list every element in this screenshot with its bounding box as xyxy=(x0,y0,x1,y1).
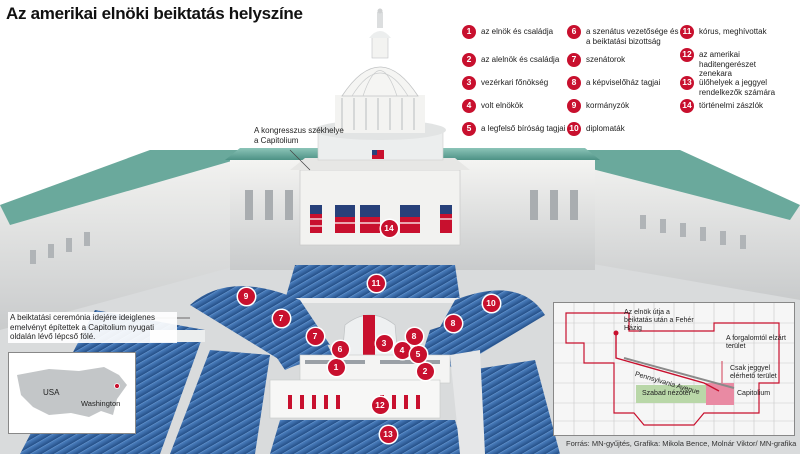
usa-inset-map: USA Washington xyxy=(8,352,136,434)
legend-label: a képviselőház tagjai xyxy=(586,78,661,87)
ticket-seats-left-2 xyxy=(170,350,270,454)
marker-3: 3 xyxy=(375,334,393,352)
marker-10: 10 xyxy=(482,294,500,312)
legend-number: 4 xyxy=(462,99,476,113)
marker-7b: 7 xyxy=(272,309,290,327)
legend-number: 11 xyxy=(680,25,694,39)
marker-7a: 7 xyxy=(306,327,324,345)
legend-number: 7 xyxy=(567,53,581,67)
legend-number: 1 xyxy=(462,25,476,39)
marker-5: 5 xyxy=(409,345,427,363)
marker-9: 9 xyxy=(237,287,255,305)
marker-4: 4 xyxy=(393,341,411,359)
street-grid xyxy=(554,303,794,435)
capitol-callout: A kongresszus székhelye a Capitolium xyxy=(254,126,344,145)
legend-label: volt elnökök xyxy=(481,101,524,110)
legend-label: vezérkari főnökség xyxy=(481,78,549,87)
legend-number: 6 xyxy=(567,25,581,39)
legend-item: 11 kórus, meghívottak xyxy=(680,25,767,39)
page-title: Az amerikai elnöki beiktatás helyszíne xyxy=(6,4,303,23)
legend-number: 14 xyxy=(680,99,694,113)
legend-label: a legfelső bíróság tagjai xyxy=(481,124,566,133)
marker-12: 12 xyxy=(371,396,389,414)
legend-item: 1 az elnök és családja xyxy=(462,25,554,39)
legend-label: kormányzók xyxy=(586,101,630,110)
source-credit: Forrás: MN-gyűjtés, Grafika: Mikola Benc… xyxy=(566,439,797,448)
legend-item: 7 szenátorok xyxy=(567,53,626,67)
legend-label: az amerikai haditengerészet zenekara xyxy=(699,50,756,78)
usa-label: USA xyxy=(43,388,60,397)
pennsylvania-avenue xyxy=(623,357,735,389)
ticket-seats-center xyxy=(270,420,465,454)
marker-1: 1 xyxy=(327,358,345,376)
legend-number: 5 xyxy=(462,122,476,136)
marker-14: 14 xyxy=(380,219,398,237)
legend-item: 5 a legfelső bíróság tagjai xyxy=(462,122,566,136)
restricted-label: A forgalomtól elzárt terület xyxy=(726,335,786,350)
route-label: Az elnök útja a beiktatás után a Fehér H… xyxy=(624,309,694,332)
platform-callout: A beiktatási ceremónia idejére ideiglene… xyxy=(8,312,177,343)
legend-label: diplomaták xyxy=(586,124,625,133)
legend-item: 4 volt elnökök xyxy=(462,99,524,113)
usa-outline xyxy=(17,367,127,417)
legend-item: 13 ülőhelyek a jeggyel rendelkezők számá… xyxy=(680,76,789,97)
legend-item: 6 a szenátus vezetősége és a beiktatási … xyxy=(567,25,682,46)
washington-label: Washington xyxy=(81,399,121,408)
legend-number: 12 xyxy=(680,48,694,62)
legend-item: 2 az alelnök és családja xyxy=(462,53,560,67)
legend-number: 3 xyxy=(462,76,476,90)
legend-item: 10 diplomaták xyxy=(567,122,625,136)
legend-label: történelmi zászlók xyxy=(699,101,764,110)
legend-label: az alelnök és családja xyxy=(481,55,560,64)
marker-6: 6 xyxy=(331,340,349,358)
legend-label: a szenátus vezetősége és a beiktatási bi… xyxy=(586,27,679,46)
capitol-map-label: Capitolium xyxy=(737,390,771,397)
ticket-seats-right-1 xyxy=(470,360,560,454)
legend-number: 2 xyxy=(462,53,476,67)
legend-number: 10 xyxy=(567,122,581,136)
legend-item: 12 az amerikai haditengerészet zenekara xyxy=(680,48,791,79)
legend-number: 9 xyxy=(567,99,581,113)
marker-13: 13 xyxy=(379,425,397,443)
motorcade-route xyxy=(615,333,720,392)
ticket-only-label: Csak jeggyel elérhető terület xyxy=(730,365,777,380)
marker-8a: 8 xyxy=(405,327,423,345)
marker-8b: 8 xyxy=(444,314,462,332)
free-area-label: Szabad nézőtér xyxy=(642,390,692,397)
marker-2: 2 xyxy=(416,362,434,380)
legend-label: az elnök és családja xyxy=(481,27,554,36)
legend-label: szenátorok xyxy=(586,55,626,64)
legend-number: 13 xyxy=(680,76,694,90)
band-platform xyxy=(269,379,441,419)
historic-flags xyxy=(310,205,452,233)
legend-item: 8 a képviselőház tagjai xyxy=(567,76,661,90)
legend-label: ülőhelyek a jeggyel rendelkezők számára xyxy=(699,78,776,97)
legend-number: 8 xyxy=(567,76,581,90)
legend-item: 3 vezérkari főnökség xyxy=(462,76,549,90)
legend-item: 14 történelmi zászlók xyxy=(680,99,764,113)
legend-label: kórus, meghívottak xyxy=(699,27,767,36)
legend-item: 9 kormányzók xyxy=(567,99,630,113)
marker-11: 11 xyxy=(367,274,385,292)
free-viewing-area xyxy=(636,385,706,403)
restricted-boundary xyxy=(565,312,780,426)
street-map-inset: Az elnök útja a beiktatás után a Fehér H… xyxy=(553,302,795,436)
